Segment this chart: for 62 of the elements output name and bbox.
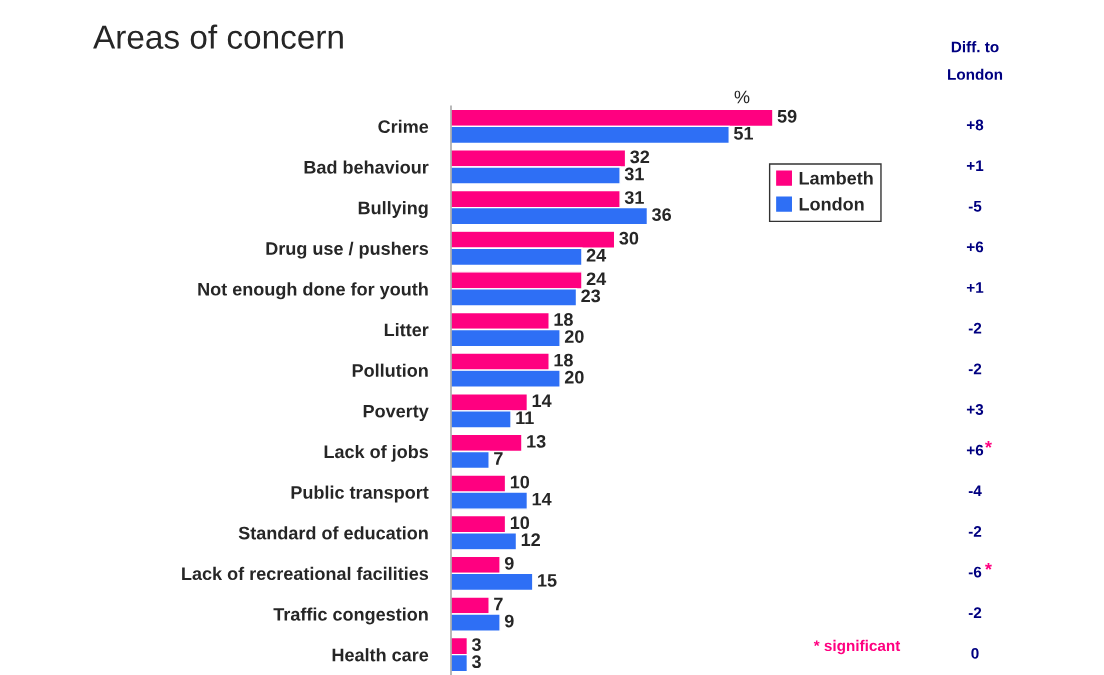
legend-label: Lambeth: [799, 171, 873, 185]
y-tick-label: Bullying: [358, 201, 428, 218]
data-label: 18: [554, 353, 573, 367]
y2-tick-label: +6: [966, 241, 984, 253]
data-label: 9: [504, 556, 514, 570]
y-tick-label: Pollution: [352, 363, 428, 377]
y2-tick-label: -2: [968, 607, 982, 618]
data-label: 12: [521, 533, 540, 546]
y2-tick-label: +1: [966, 282, 984, 293]
y2-tick-label: -2: [968, 322, 982, 334]
x-axis-title: %: [734, 90, 750, 104]
data-label: 9: [504, 614, 514, 628]
y2-tick-label: +8: [966, 119, 984, 131]
data-label: 3: [471, 655, 481, 669]
y-tick-label: Public transport: [291, 485, 429, 503]
data-label: 15: [538, 574, 557, 587]
data-label: 7: [494, 452, 503, 465]
y2-tick-label: +3: [966, 404, 984, 415]
data-label: 14: [532, 394, 552, 407]
y2-tick-label: -2: [968, 363, 982, 375]
data-label: 13: [527, 434, 546, 448]
data-label: 36: [652, 208, 672, 222]
data-label: 51: [733, 127, 753, 140]
data-label: 18: [554, 313, 573, 326]
data-label: 3: [471, 638, 481, 652]
data-label: 10: [510, 516, 530, 530]
y-tick-label: Standard of education: [238, 526, 428, 540]
y2-tick-label: -6*: [968, 562, 992, 578]
data-label: 20: [564, 370, 584, 384]
y-tick-label: Litter: [384, 322, 429, 337]
y-tick-label: Poverty: [363, 404, 429, 422]
y-tick-label: Traffic congestion: [273, 607, 428, 625]
y2-tick-label: 0: [971, 647, 979, 659]
y-tick-label: Bad behaviour: [304, 160, 429, 174]
y-tick-label: Health care: [332, 648, 429, 662]
y2-tick-label: -4: [968, 485, 982, 497]
y-tick-label: Not enough done for youth: [198, 282, 428, 300]
data-label: 10: [510, 475, 530, 489]
data-label: 32: [630, 150, 650, 164]
data-label: 20: [564, 330, 584, 343]
y-tick-label: Crime: [378, 119, 429, 134]
data-label: 31: [624, 191, 644, 204]
data-label: 11: [516, 411, 534, 425]
data-label: 7: [494, 597, 503, 611]
y-tick-label: Lack of jobs: [324, 444, 429, 462]
y2-tick-label: -2: [968, 526, 982, 537]
y-tick-label: Drug use / pushers: [266, 241, 429, 259]
data-label: 24: [586, 248, 607, 262]
data-label: 31: [624, 167, 644, 181]
chart-title: Areas of concern: [93, 24, 343, 49]
legend-label: London: [799, 197, 864, 211]
y2-tick-label: +6*: [966, 441, 992, 456]
data-label: 14: [532, 492, 552, 506]
y-tick-label: Lack of recreational facilities: [182, 566, 429, 581]
text: * significant: [813, 639, 901, 655]
data-label: 59: [777, 109, 797, 123]
y2-tick-label: +1: [966, 160, 984, 171]
data-label: 23: [581, 289, 601, 303]
text: Diff. to London: [948, 41, 1003, 80]
data-label: 30: [619, 231, 639, 245]
y2-tick-label: -5: [968, 201, 982, 212]
data-label: 24: [586, 272, 607, 286]
